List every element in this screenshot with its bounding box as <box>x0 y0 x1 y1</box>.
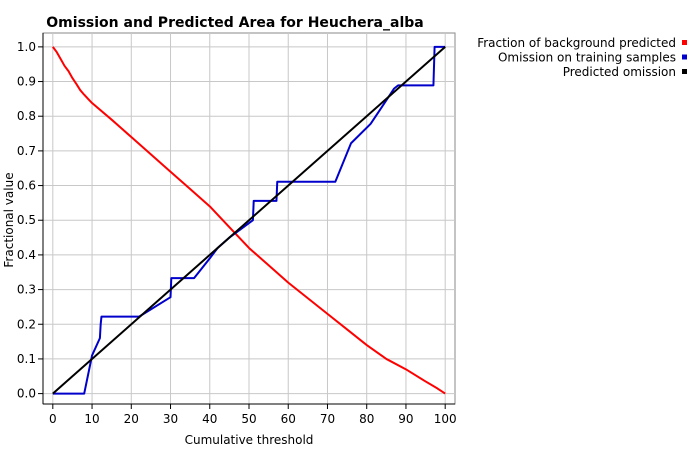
legend-label-predicted-omission: Predicted omission <box>563 65 676 79</box>
x-tick-label: 20 <box>124 412 139 426</box>
series-line-predicted-omission <box>52 46 446 395</box>
legend-swatch-predicted-omission <box>682 69 687 74</box>
y-tick-label: 0.8 <box>17 109 36 123</box>
x-tick-label: 40 <box>202 412 217 426</box>
y-tick-label: 1.0 <box>17 40 36 54</box>
y-tick-label: 0.0 <box>17 387 36 401</box>
y-tick-label: 0.1 <box>17 352 36 366</box>
y-tick-label: 0.6 <box>17 179 36 193</box>
x-tick-label: 90 <box>398 412 413 426</box>
x-tick-label: 50 <box>241 412 256 426</box>
x-tick-label: 60 <box>281 412 296 426</box>
series-line-fraction-of-background-predicted <box>52 46 446 395</box>
legend-swatch-fraction-of-background-predicted <box>682 40 687 45</box>
series-line-omission-on-training-samples <box>52 45 446 395</box>
x-tick-label: 100 <box>434 412 457 426</box>
axes: 0 10 20 30 40 50 60 70 80 90 100 0.0 0.1 0.2 0.3 0.4 0.5… <box>17 33 457 426</box>
x-axis-label: Cumulative threshold <box>185 433 314 447</box>
legend: Fraction of background predictedOmission… <box>477 36 687 79</box>
legend-swatch-omission-on-training-samples <box>682 54 687 60</box>
y-tick-label: 0.3 <box>17 283 36 297</box>
legend-label-fraction-of-background-predicted: Fraction of background predicted <box>477 36 676 50</box>
chart-title: Omission and Predicted Area for Heuchera… <box>46 15 423 31</box>
y-tick-label: 0.2 <box>17 317 36 331</box>
y-axis-label: Fractional value <box>2 172 16 267</box>
series-lines <box>52 45 446 395</box>
y-tick-label: 0.4 <box>17 248 36 262</box>
x-tick-label: 80 <box>359 412 374 426</box>
x-tick-label: 30 <box>163 412 178 426</box>
x-tick-label: 0 <box>49 412 57 426</box>
x-tick-label: 10 <box>84 412 99 426</box>
legend-label-omission-on-training-samples: Omission on training samples <box>498 51 676 65</box>
y-tick-label: 0.5 <box>17 213 36 227</box>
y-tick-label: 0.9 <box>17 75 36 89</box>
y-tick-label: 0.7 <box>17 144 36 158</box>
x-tick-label: 70 <box>320 412 335 426</box>
